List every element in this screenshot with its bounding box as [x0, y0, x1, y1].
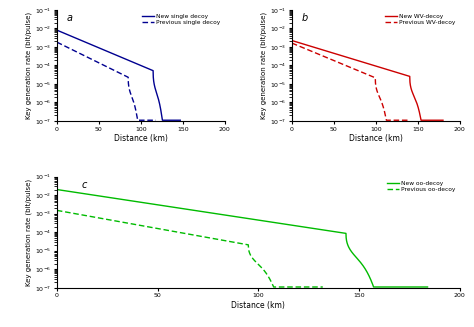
New single decoy — [174, 118, 180, 122]
New single decoy — [114, 53, 120, 57]
Line: Previous WV-decoy: Previous WV-decoy — [292, 43, 408, 120]
Text: a: a — [67, 13, 73, 23]
Previous WV-decoy — [401, 118, 407, 122]
Y-axis label: Key generation rate (bit/pulse): Key generation rate (bit/pulse) — [26, 12, 32, 119]
Text: b: b — [302, 13, 308, 23]
Previous WV-decoy — [401, 118, 407, 122]
Previous oo-decoy — [264, 271, 269, 275]
Previous WV-decoy — [289, 41, 295, 45]
Previous oo-decoy — [54, 208, 60, 212]
Previous WV-decoy — [380, 105, 386, 109]
Legend: New single decoy, Previous single decoy: New single decoy, Previous single decoy — [141, 13, 222, 26]
Previous single decoy — [153, 118, 159, 122]
New WV-decoy — [436, 118, 441, 122]
X-axis label: Distance (km): Distance (km) — [231, 301, 285, 310]
New oo-decoy — [371, 285, 377, 289]
Previous WV-decoy — [383, 118, 389, 122]
New WV-decoy — [297, 41, 302, 45]
New WV-decoy — [436, 118, 441, 122]
Previous single decoy — [132, 104, 138, 108]
Previous single decoy — [100, 62, 105, 66]
X-axis label: Distance (km): Distance (km) — [349, 134, 403, 143]
X-axis label: Distance (km): Distance (km) — [114, 134, 168, 143]
New WV-decoy — [418, 118, 424, 122]
New oo-decoy — [414, 285, 420, 289]
New oo-decoy — [346, 245, 352, 249]
New WV-decoy — [358, 60, 364, 64]
Y-axis label: Key generation rate (bit/pulse): Key generation rate (bit/pulse) — [26, 179, 32, 286]
New oo-decoy — [54, 188, 60, 192]
New WV-decoy — [363, 61, 368, 65]
New oo-decoy — [425, 285, 430, 289]
New oo-decoy — [73, 190, 79, 194]
Legend: New oo-decoy, Previous oo-decoy: New oo-decoy, Previous oo-decoy — [386, 180, 457, 193]
Previous oo-decoy — [183, 232, 189, 236]
Previous WV-decoy — [342, 63, 348, 67]
Previous oo-decoy — [312, 285, 318, 289]
Previous oo-decoy — [312, 285, 318, 289]
New single decoy — [60, 31, 66, 35]
Previous single decoy — [150, 118, 156, 122]
Previous oo-decoy — [176, 231, 182, 234]
Previous WV-decoy — [295, 43, 301, 47]
New oo-decoy — [225, 214, 230, 217]
Previous single decoy — [59, 43, 65, 46]
Previous WV-decoy — [405, 118, 410, 122]
New single decoy — [174, 118, 180, 122]
New WV-decoy — [408, 86, 414, 90]
Text: c: c — [81, 180, 86, 190]
New oo-decoy — [414, 285, 419, 289]
New single decoy — [54, 28, 60, 32]
New single decoy — [111, 52, 117, 56]
Line: New single decoy: New single decoy — [57, 30, 180, 120]
Line: New WV-decoy: New WV-decoy — [292, 41, 443, 120]
Line: Previous oo-decoy: Previous oo-decoy — [57, 210, 323, 287]
Line: New oo-decoy: New oo-decoy — [57, 190, 428, 287]
Previous single decoy — [54, 40, 60, 44]
New WV-decoy — [289, 39, 295, 43]
New WV-decoy — [440, 118, 446, 122]
New single decoy — [151, 81, 157, 85]
Previous oo-decoy — [68, 211, 73, 215]
Legend: New WV-decoy, Previous WV-decoy: New WV-decoy, Previous WV-decoy — [384, 13, 457, 26]
Previous single decoy — [102, 64, 108, 68]
Previous oo-decoy — [320, 285, 326, 289]
Line: Previous single decoy: Previous single decoy — [57, 42, 156, 120]
Previous single decoy — [150, 118, 156, 122]
Previous WV-decoy — [346, 64, 351, 68]
Y-axis label: Key generation rate (bit/pulse): Key generation rate (bit/pulse) — [261, 12, 267, 119]
Previous oo-decoy — [271, 285, 276, 289]
New single decoy — [177, 118, 183, 122]
New oo-decoy — [234, 215, 240, 219]
Previous single decoy — [135, 118, 140, 122]
New single decoy — [160, 118, 165, 122]
